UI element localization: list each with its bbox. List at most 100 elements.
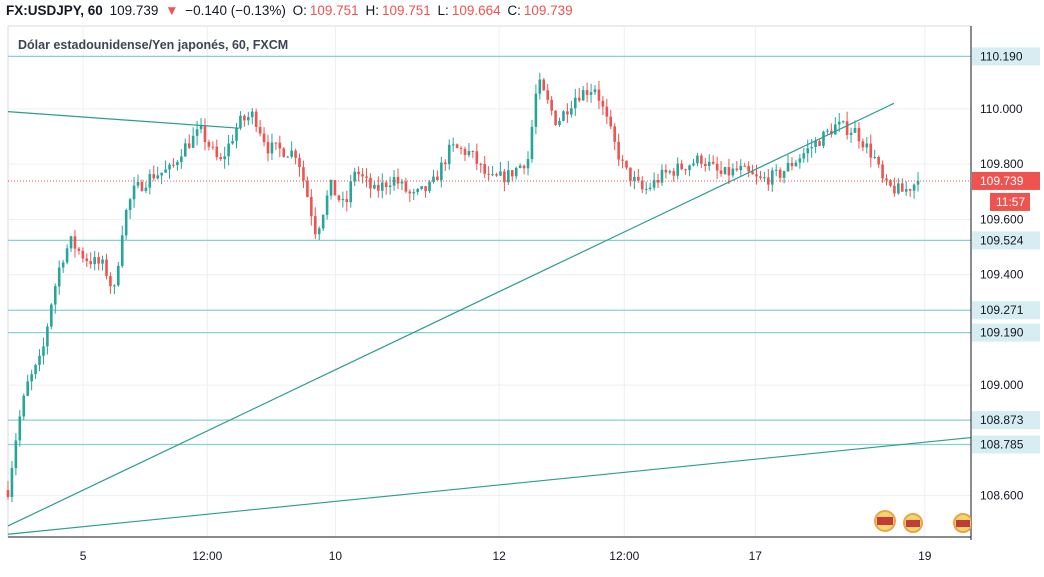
candle-body bbox=[243, 115, 246, 121]
candle-body bbox=[144, 187, 148, 191]
candle-body bbox=[50, 304, 53, 327]
candle-body bbox=[463, 148, 467, 155]
candle-body bbox=[837, 121, 841, 125]
candle-body bbox=[443, 162, 447, 165]
candle-body bbox=[735, 168, 739, 171]
candle-body bbox=[156, 175, 160, 179]
candle-body bbox=[562, 111, 565, 121]
us-flag-stripes-icon bbox=[956, 520, 970, 527]
candle-body bbox=[558, 120, 561, 126]
candle-body bbox=[908, 189, 912, 191]
symbol-name[interactable]: FX:USDJPY, 60 bbox=[6, 3, 103, 18]
candle-body bbox=[46, 326, 49, 347]
current-price-bg bbox=[972, 171, 1040, 190]
candle-body bbox=[692, 163, 695, 166]
candle-body bbox=[321, 214, 325, 229]
time-tick-label: 17 bbox=[749, 549, 763, 563]
candle-body bbox=[767, 177, 770, 185]
time-tick-label: 5 bbox=[80, 549, 87, 563]
time-axis[interactable]: 5 12:00 10 12 12:00 17 19 bbox=[80, 549, 932, 563]
level-label: 109.271 bbox=[980, 303, 1024, 317]
candle-body bbox=[723, 167, 727, 174]
trendline-rising-steep[interactable] bbox=[7, 102, 895, 527]
trendline-rising-shallow[interactable] bbox=[7, 436, 972, 535]
candle-body bbox=[270, 142, 274, 154]
candle-body bbox=[451, 144, 455, 146]
candle-body bbox=[554, 110, 557, 126]
candle-body bbox=[652, 179, 656, 188]
trendlines[interactable] bbox=[7, 102, 972, 535]
horizontal-levels[interactable] bbox=[8, 55, 971, 446]
candle-body bbox=[798, 158, 802, 163]
candle-body bbox=[684, 169, 687, 171]
candle-body bbox=[613, 126, 616, 142]
plot-area-border bbox=[7, 25, 972, 538]
price-change: −0.140 (−0.13%) bbox=[185, 3, 286, 18]
candle-body bbox=[199, 125, 203, 130]
grid bbox=[8, 26, 971, 537]
price-tick-label: 109.000 bbox=[980, 378, 1024, 392]
candle-body bbox=[818, 141, 821, 146]
time-tick-label: 12 bbox=[492, 549, 506, 563]
candle-body bbox=[337, 195, 341, 201]
candle-body bbox=[893, 185, 896, 194]
trendline-descending[interactable] bbox=[7, 111, 240, 129]
candle-body bbox=[514, 167, 518, 177]
price-tick-label: 109.600 bbox=[980, 212, 1024, 226]
candle-body bbox=[503, 171, 506, 183]
candle-body bbox=[69, 236, 73, 249]
candle-body bbox=[53, 286, 57, 305]
candle-body bbox=[152, 174, 156, 179]
candle-body bbox=[302, 167, 305, 181]
candle-body bbox=[770, 170, 774, 185]
candle-body bbox=[317, 228, 321, 235]
candle-body bbox=[61, 262, 65, 268]
candle-body bbox=[408, 191, 412, 194]
open-value: 109.751 bbox=[309, 3, 359, 18]
candle-body bbox=[581, 90, 585, 101]
candle-body bbox=[656, 179, 660, 183]
candle-body bbox=[782, 171, 786, 178]
candle-body bbox=[310, 196, 313, 217]
candle-body bbox=[763, 177, 766, 179]
candle-body bbox=[172, 164, 175, 166]
candle-body bbox=[621, 159, 624, 161]
candle-body bbox=[865, 143, 869, 148]
candle-body bbox=[262, 133, 266, 143]
candle-body bbox=[660, 169, 664, 183]
chart-subtitle: Dólar estadounidense/Yen japonés, 60, FX… bbox=[18, 38, 289, 52]
candle-body bbox=[14, 440, 18, 469]
candle-body bbox=[89, 261, 93, 265]
open-label: O: bbox=[292, 3, 307, 18]
down-arrow-icon: ▼ bbox=[165, 3, 179, 18]
candle-body bbox=[187, 143, 191, 148]
candle-body bbox=[81, 250, 85, 259]
events-markers[interactable] bbox=[871, 505, 971, 535]
level-label-bg bbox=[972, 301, 1040, 320]
candle-body bbox=[191, 135, 195, 148]
candle-body bbox=[313, 216, 317, 235]
candle-body bbox=[65, 248, 69, 263]
candle-body bbox=[707, 161, 711, 167]
candle-body bbox=[357, 171, 360, 175]
candle-body bbox=[223, 156, 226, 160]
candle-body bbox=[57, 267, 61, 287]
last-price: 109.739 bbox=[109, 3, 159, 18]
candle-body bbox=[195, 129, 199, 136]
candle-body bbox=[845, 121, 849, 135]
candle-body bbox=[286, 156, 290, 158]
candle-body bbox=[861, 141, 865, 148]
candle-body bbox=[306, 180, 309, 197]
candle-body bbox=[77, 248, 81, 251]
candle-body bbox=[633, 176, 636, 181]
candle-body bbox=[802, 153, 806, 159]
symbol-header: FX:USDJPY, 60 109.739 ▼ −0.140 (−0.13%) … bbox=[6, 3, 576, 21]
high-label: H: bbox=[365, 3, 379, 18]
close-label: C: bbox=[507, 3, 521, 18]
candle-body bbox=[912, 184, 916, 191]
candle-body bbox=[85, 258, 89, 262]
candle-body bbox=[10, 468, 14, 497]
price-axis[interactable]: 110.000 109.800 109.600 109.400 109.000 108.6… bbox=[980, 102, 1024, 503]
